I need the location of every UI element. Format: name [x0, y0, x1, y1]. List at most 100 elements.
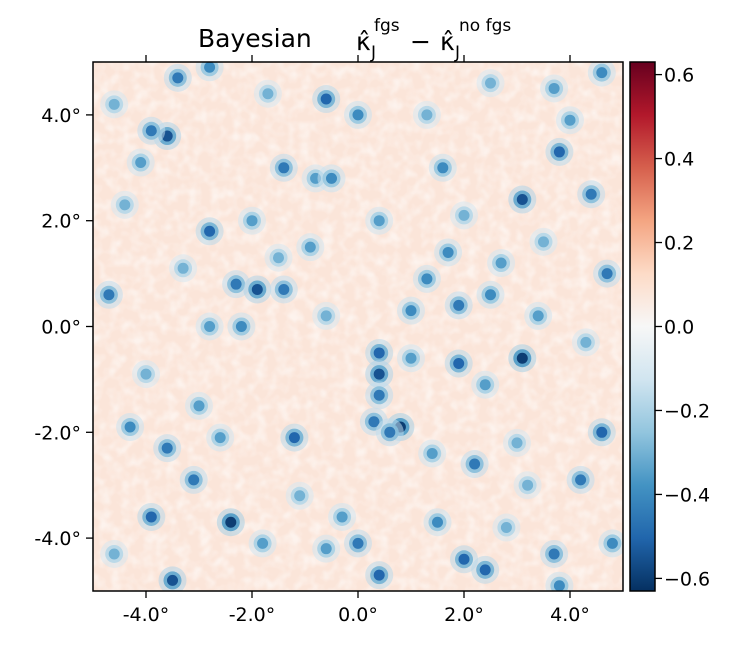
blob-core	[421, 109, 433, 121]
title-prefix: Bayesian	[198, 24, 312, 53]
blob-core	[532, 310, 544, 322]
blob-core	[553, 146, 565, 158]
blob-core	[204, 225, 216, 237]
blob-core	[373, 215, 385, 227]
blob-core	[580, 336, 592, 348]
heatmap-area	[93, 62, 623, 591]
blob-core	[421, 273, 433, 285]
blob-core	[575, 474, 587, 486]
blob-core	[373, 389, 385, 401]
blob-core	[352, 537, 364, 549]
title-kappa-nofgs: κ̂	[440, 27, 455, 56]
blob-core	[516, 352, 528, 364]
blob-core	[601, 268, 613, 280]
y-tick-label: 2.0°	[41, 211, 81, 233]
blob-core	[320, 543, 332, 555]
blob-core	[437, 162, 449, 174]
blob-core	[257, 537, 269, 549]
blob-core	[522, 479, 534, 491]
x-tick-label: -2.0°	[229, 604, 276, 626]
blob-core	[511, 437, 523, 449]
colorbar-tick-label: −0.6	[664, 568, 710, 590]
blob-core	[405, 305, 417, 317]
title-minus: −	[410, 27, 431, 56]
blob-core	[161, 442, 173, 454]
title-superscript-nofgs: no fgs	[459, 16, 511, 36]
blob-core	[188, 474, 200, 486]
title-subscript-1: J	[370, 43, 376, 63]
blob-core	[336, 511, 348, 523]
blob-core	[479, 564, 491, 576]
blob-core	[495, 257, 507, 269]
blob-core	[204, 62, 216, 73]
y-axis: 4.0° 2.0° 0.0° -2.0° -4.0°	[34, 105, 93, 550]
blob-core	[373, 569, 385, 581]
blob-core	[373, 347, 385, 359]
colorbar-tick-label: 0.6	[664, 65, 694, 87]
colorbar	[630, 62, 655, 591]
blob-core	[469, 458, 481, 470]
blob-core	[204, 321, 216, 332]
blob-core	[278, 283, 290, 295]
blob-core	[103, 289, 115, 301]
blob-core	[320, 310, 332, 322]
blob-core	[304, 241, 316, 253]
y-tick-label: 0.0°	[41, 317, 81, 339]
blob-core	[235, 321, 247, 332]
x-tick-label: -4.0°	[123, 604, 170, 626]
x-axis: -4.0° -2.0° 0.0° 2.0° 4.0°	[123, 55, 590, 626]
blob-core	[458, 209, 470, 221]
blob-core	[320, 93, 332, 105]
blob-core	[145, 511, 157, 523]
blob-core	[453, 299, 465, 311]
blob-core	[124, 421, 136, 433]
blob-core	[548, 548, 560, 560]
blob-core	[172, 72, 184, 84]
heatmap-blobs	[94, 62, 623, 591]
blob-core	[485, 77, 496, 89]
colorbar-axis: 0.6 0.4 0.2 0.0 −0.2 −0.4 −0.6	[655, 65, 710, 590]
x-tick-label: 2.0°	[444, 604, 484, 626]
blob-core	[553, 580, 565, 591]
blob-core	[458, 553, 470, 565]
blob-core	[262, 88, 274, 100]
colorbar-tick-label: 0.2	[664, 233, 694, 255]
blob-core	[326, 172, 337, 184]
blob-core	[405, 352, 417, 364]
title-kappa-fgs: κ̂	[356, 27, 371, 56]
blob-core	[384, 426, 396, 438]
x-tick-label: 4.0°	[550, 604, 590, 626]
blob-core	[251, 283, 263, 295]
blob-core	[246, 215, 258, 227]
blob-core	[516, 194, 528, 206]
blob-core	[294, 490, 306, 502]
colorbar-tick-label: −0.4	[664, 484, 710, 506]
blob-core	[177, 262, 189, 274]
title-subscript-2: J	[454, 43, 460, 63]
x-tick-label: 0.0°	[338, 604, 378, 626]
blob-core	[442, 246, 454, 258]
colorbar-tick-label: 0.0	[664, 317, 694, 339]
blob-core	[108, 548, 120, 560]
blob-core	[606, 537, 618, 549]
chart-title: Bayesian κ̂ J fgs − κ̂ J no fgs	[198, 16, 511, 63]
y-tick-label: -4.0°	[34, 528, 81, 550]
blob-core	[214, 432, 226, 444]
blob-core	[548, 82, 560, 94]
blob-core	[145, 125, 157, 137]
y-tick-label: 4.0°	[41, 105, 81, 127]
blob-core	[538, 236, 549, 248]
blob-core	[230, 278, 242, 290]
blob-core	[585, 188, 597, 200]
blob-core	[479, 379, 491, 391]
blob-core	[273, 252, 284, 264]
blob-core	[426, 447, 438, 459]
blob-core	[108, 98, 120, 110]
blob-core	[278, 162, 290, 174]
blob-core	[288, 432, 300, 444]
colorbar-tick-label: 0.4	[664, 149, 694, 171]
blob-core	[225, 516, 237, 528]
blob-core	[167, 574, 178, 586]
y-tick-label: -2.0°	[34, 422, 81, 444]
